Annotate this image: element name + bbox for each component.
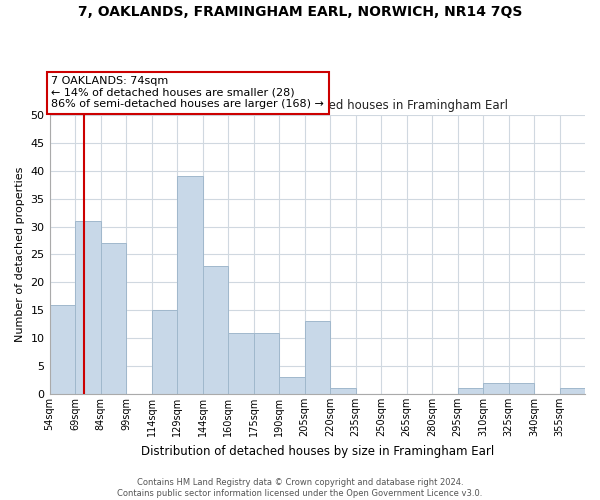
Bar — [152, 310, 177, 394]
X-axis label: Distribution of detached houses by size in Framingham Earl: Distribution of detached houses by size … — [140, 444, 494, 458]
Text: Contains HM Land Registry data © Crown copyright and database right 2024.
Contai: Contains HM Land Registry data © Crown c… — [118, 478, 482, 498]
Bar — [279, 378, 305, 394]
Y-axis label: Number of detached properties: Number of detached properties — [15, 167, 25, 342]
Bar — [228, 332, 254, 394]
Bar — [330, 388, 356, 394]
Title: Size of property relative to detached houses in Framingham Earl: Size of property relative to detached ho… — [126, 100, 508, 112]
Text: 7, OAKLANDS, FRAMINGHAM EARL, NORWICH, NR14 7QS: 7, OAKLANDS, FRAMINGHAM EARL, NORWICH, N… — [78, 5, 522, 19]
Bar — [458, 388, 483, 394]
Bar — [203, 266, 228, 394]
Text: 7 OAKLANDS: 74sqm
← 14% of detached houses are smaller (28)
86% of semi-detached: 7 OAKLANDS: 74sqm ← 14% of detached hous… — [51, 76, 324, 110]
Bar — [560, 388, 585, 394]
Bar — [305, 322, 330, 394]
Bar — [75, 221, 101, 394]
Bar — [177, 176, 203, 394]
Bar — [509, 383, 534, 394]
Bar — [483, 383, 509, 394]
Bar — [101, 244, 126, 394]
Bar — [50, 304, 75, 394]
Bar — [254, 332, 279, 394]
